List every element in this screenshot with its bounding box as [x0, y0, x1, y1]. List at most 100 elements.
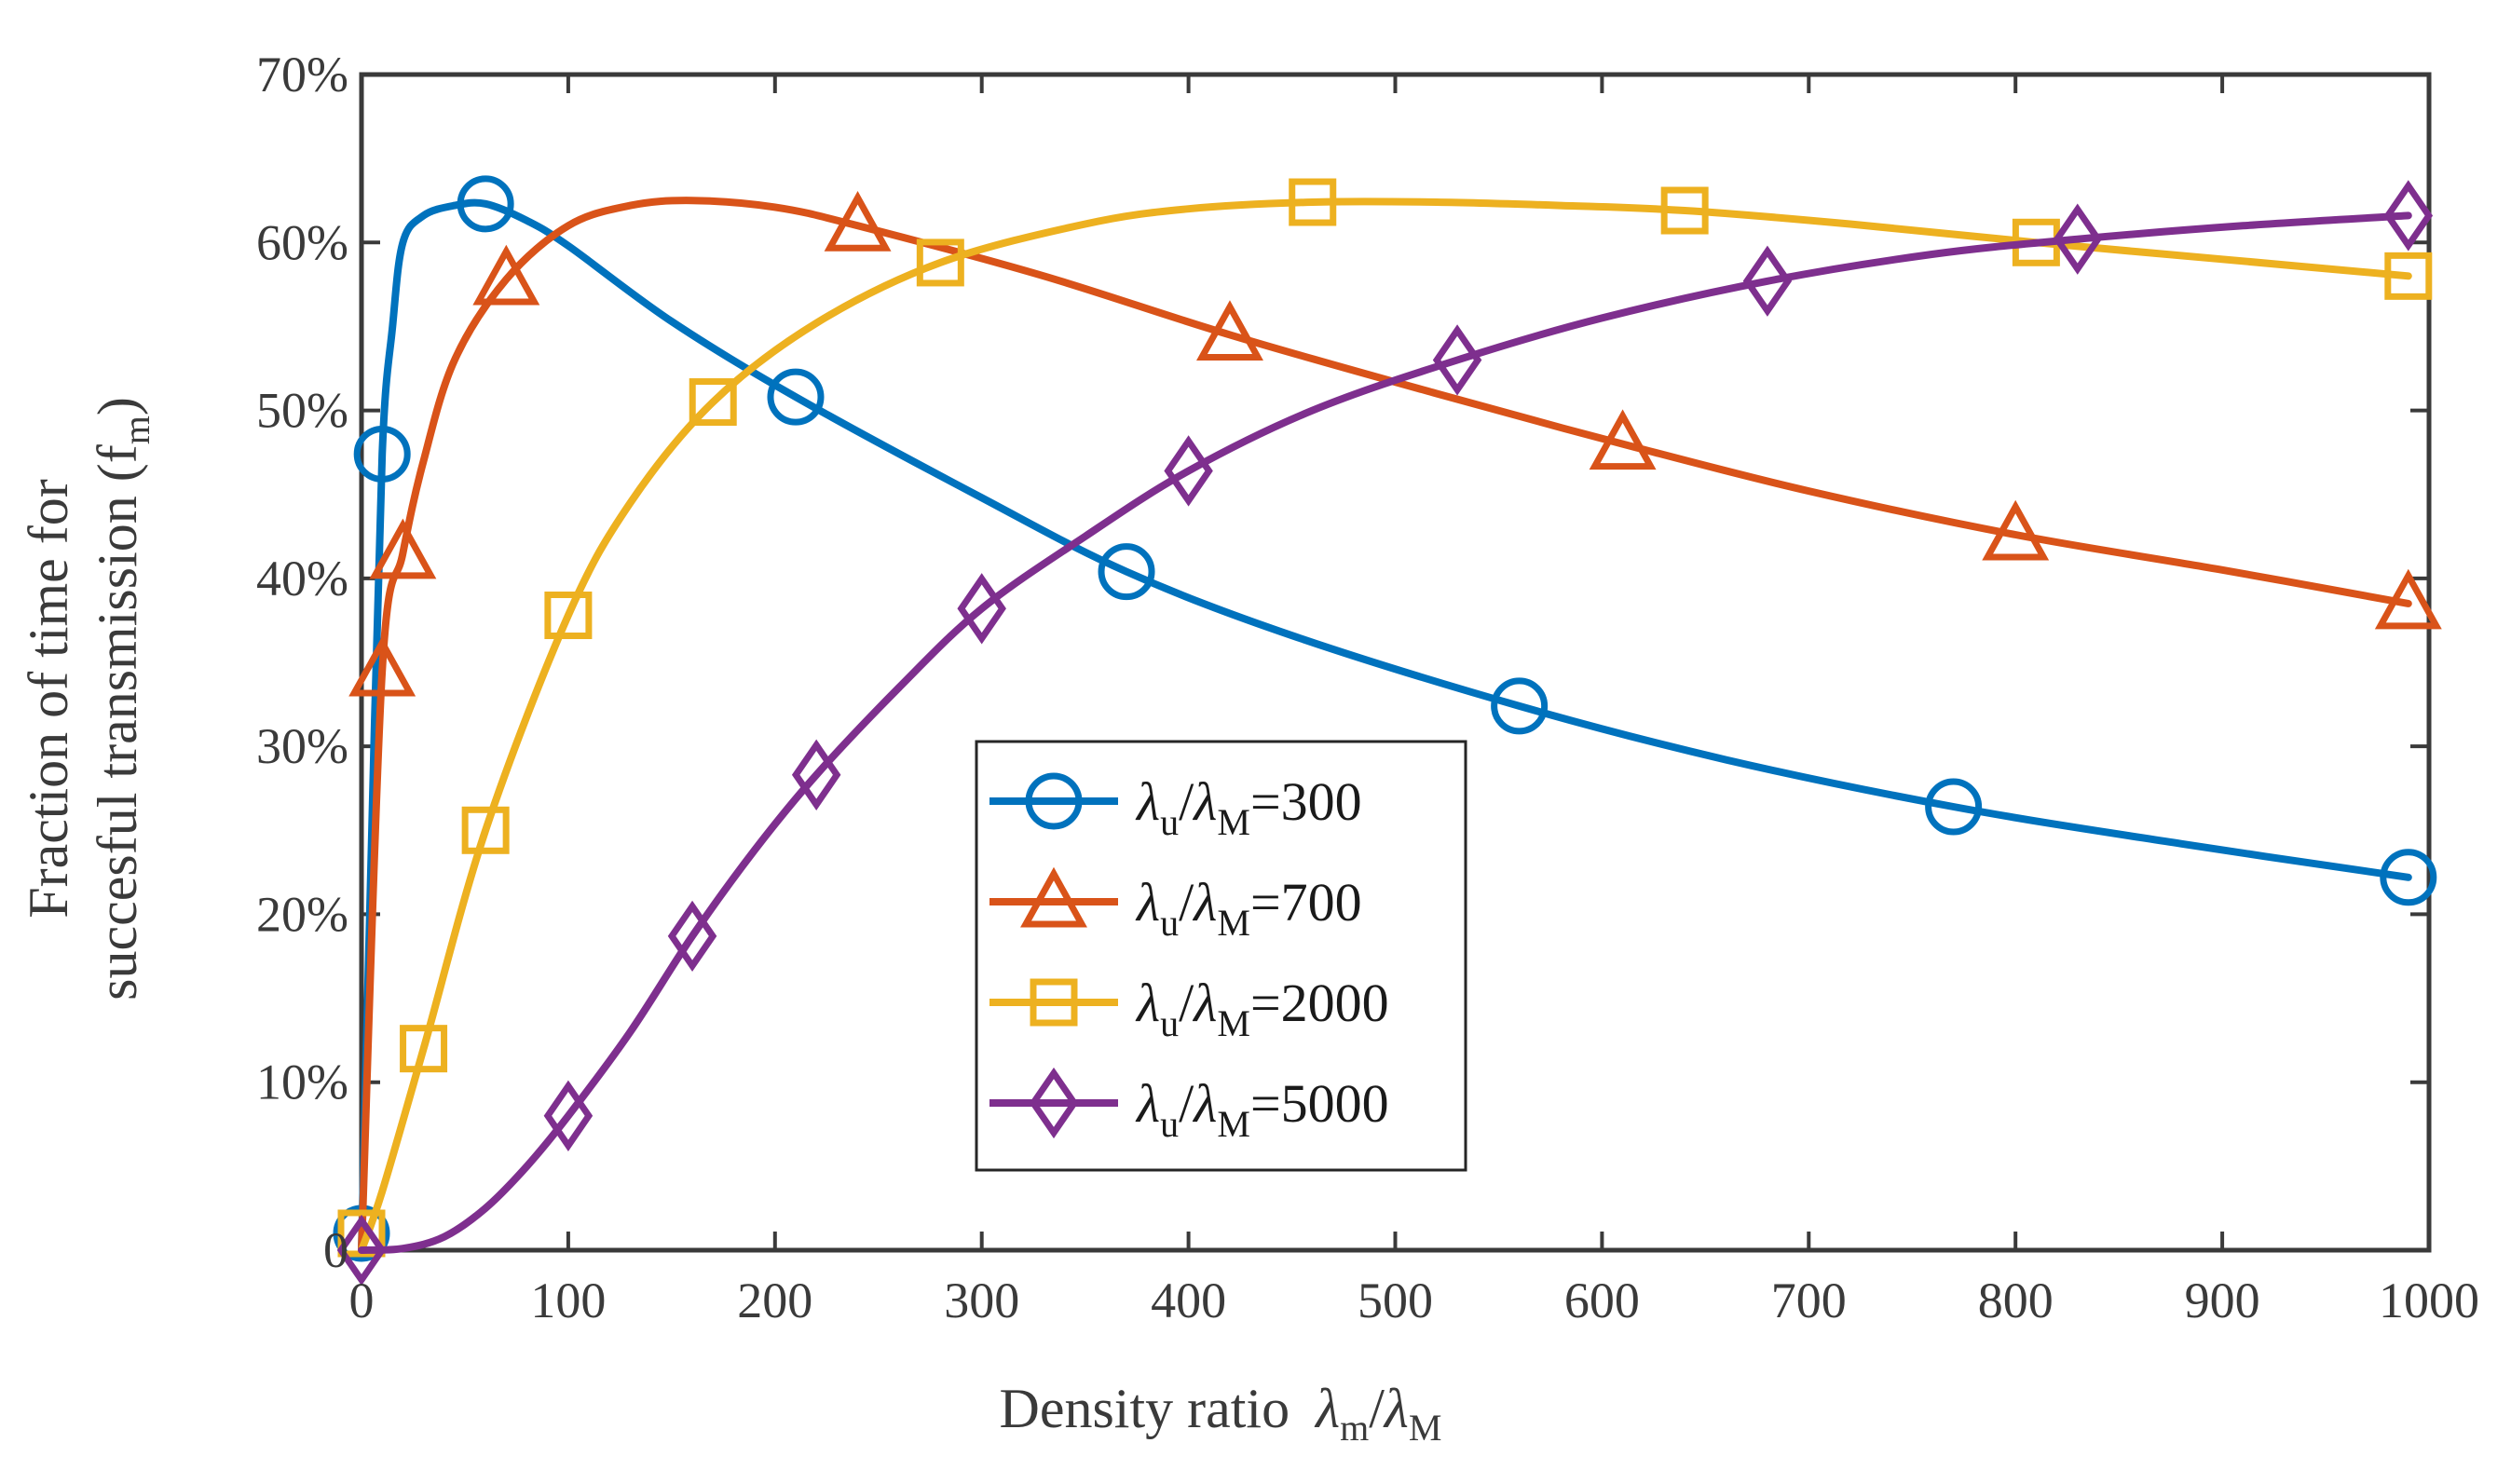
x-axis-symbol-sub-M: M	[1409, 1407, 1442, 1449]
data-point-circle	[353, 425, 411, 483]
data-point-triangle	[2374, 568, 2442, 630]
legend-label-part: λ	[1135, 973, 1160, 1033]
x-axis-symbol-slash: /	[1369, 1378, 1385, 1439]
legend-label-part: =300	[1250, 771, 1362, 832]
data-point-circle	[457, 175, 514, 233]
x-tick-label: 200	[737, 1273, 812, 1328]
data-point-circle	[1098, 543, 1155, 601]
y-axis-label: Fraction of time for succesful transmiss…	[18, 397, 157, 1001]
legend-label-part: u	[1160, 801, 1179, 843]
x-tick-label: 900	[2185, 1273, 2260, 1328]
data-point-diamond	[2383, 180, 2434, 252]
legend-label-part: /	[1179, 872, 1194, 933]
data-point-diamond	[667, 900, 717, 973]
legend-label-part: =5000	[1250, 1073, 1389, 1134]
legend-label-part: λ	[1192, 872, 1217, 933]
legend-label-part: /	[1179, 771, 1194, 832]
data-point-square	[544, 592, 593, 640]
x-tick-label: 100	[530, 1273, 606, 1328]
legend-label: λu/λM=5000	[1135, 1073, 1389, 1145]
x-tick-label: 700	[1771, 1273, 1847, 1328]
legend-label-part: /	[1179, 1073, 1194, 1134]
legend-label: λu/λM=700	[1135, 872, 1362, 944]
legend-label-part: λ	[1192, 771, 1217, 832]
data-point-triangle	[1196, 300, 1263, 361]
series-line	[358, 198, 2412, 1254]
data-point-triangle	[1982, 499, 2050, 561]
data-point-circle	[1925, 778, 1983, 836]
series-line	[358, 197, 2412, 1254]
y-tick-label: 60%	[256, 214, 348, 270]
x-tick-label: 800	[1978, 1273, 2054, 1328]
data-point-triangle	[1589, 409, 1657, 470]
x-tick-label: 1000	[2379, 1273, 2479, 1328]
data-point-square	[689, 378, 737, 427]
y-axis-label-line1: Fraction of time for	[18, 479, 79, 919]
data-point-square	[1660, 186, 1709, 235]
data-point-diamond	[1432, 324, 1482, 396]
legend-label-part: M	[1217, 902, 1250, 944]
series-diamond	[336, 180, 2434, 1287]
x-tick-label: 300	[944, 1273, 1019, 1328]
legend-label-part: M	[1217, 1002, 1250, 1044]
data-point-circle	[1491, 677, 1549, 735]
data-point-diamond	[957, 573, 1006, 645]
legend-marker-diamond	[1029, 1067, 1079, 1139]
legend-label-part: u	[1160, 1103, 1179, 1145]
x-axis-label: Density ratio λm/λM	[1000, 1378, 1442, 1449]
x-axis-symbol-lambda-m: λ	[1314, 1378, 1340, 1439]
legend-label-part: M	[1217, 801, 1250, 843]
data-point-diamond	[1164, 435, 1213, 507]
legend-item: λu/λM=700	[989, 866, 1362, 944]
legend-marker-triangle	[1020, 866, 1087, 928]
legend-label-part: λ	[1135, 1073, 1160, 1134]
series-line	[358, 211, 2412, 1254]
y-axis-label-line2: succesful transmission (fm)	[87, 397, 157, 1001]
legend-label-part: λ	[1135, 872, 1160, 933]
legend-marker-circle	[1025, 772, 1083, 830]
y-tick-label: 20%	[256, 886, 348, 942]
y-tick-label: 70%	[256, 47, 348, 102]
x-axis-symbol-sub-m: m	[1340, 1407, 1369, 1449]
legend-marker-square	[1030, 978, 1078, 1027]
legend-label-part: u	[1160, 1002, 1179, 1044]
series-line	[358, 197, 2412, 1254]
data-point-triangle	[824, 191, 892, 252]
series-triangle	[348, 191, 2442, 1254]
x-tick-label: 500	[1358, 1273, 1433, 1328]
legend-label-part: λ	[1192, 973, 1217, 1033]
legend-item: λu/λM=2000	[989, 973, 1389, 1044]
x-tick-label: 400	[1151, 1273, 1226, 1328]
data-point-square	[916, 238, 964, 287]
y-tick-label: 10%	[256, 1055, 348, 1110]
y-tick-label: 50%	[256, 383, 348, 439]
data-point-diamond	[543, 1080, 594, 1151]
data-point-triangle	[369, 518, 437, 579]
tick-labels-layer: 0 100 200 300 400 500 600 700 800 900 1000 0 10% 20% 3…	[256, 47, 2479, 1328]
x-tick-label: 600	[1564, 1273, 1640, 1328]
x-tick-label: 0	[349, 1273, 375, 1328]
legend-box	[975, 740, 1467, 1172]
y-tick-label: 40%	[256, 551, 348, 606]
legend-label-part: λ	[1135, 771, 1160, 832]
legend-label-part: /	[1179, 973, 1194, 1033]
data-point-square	[1289, 178, 1337, 226]
legend-item: λu/λM=5000	[989, 1067, 1389, 1145]
legend-label-part: =2000	[1250, 973, 1389, 1033]
legend-item: λu/λM=300	[989, 771, 1362, 843]
data-point-square	[400, 1025, 448, 1073]
data-point-square	[461, 806, 510, 854]
data-point-triangle	[472, 244, 540, 306]
series-square	[337, 178, 2433, 1258]
y-axis-label-line2-suffix: )	[87, 397, 148, 415]
data-point-diamond	[336, 1214, 387, 1287]
legend-label-part: u	[1160, 902, 1179, 944]
data-point-diamond	[1742, 245, 1793, 317]
legend-label-part: λ	[1192, 1073, 1217, 1134]
y-tick-label: 0	[323, 1222, 348, 1278]
series-layer	[333, 175, 2442, 1287]
data-point-diamond	[2053, 203, 2103, 275]
legend-label: λu/λM=300	[1135, 771, 1362, 843]
